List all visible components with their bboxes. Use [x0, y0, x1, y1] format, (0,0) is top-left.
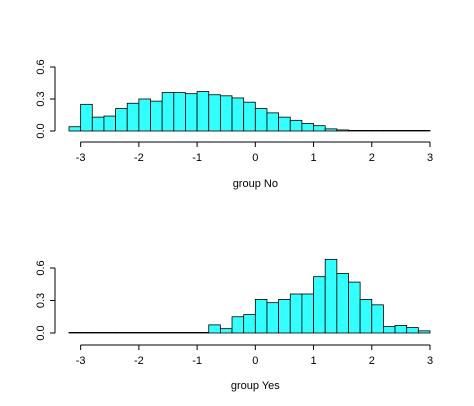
y-tick-label: 0.3: [35, 91, 47, 106]
x-tick-label: -3: [76, 355, 86, 367]
histogram-bar: [80, 331, 93, 334]
histogram-bar: [278, 299, 291, 334]
histogram-bar: [406, 327, 419, 334]
x-tick-label: -1: [192, 355, 202, 367]
histogram-bar: [196, 331, 210, 334]
y-tick-label: 0.3: [35, 293, 47, 308]
histogram-bar: [254, 108, 268, 132]
x-tick-label: -1: [192, 152, 202, 164]
x-axis-title: group No: [233, 178, 278, 190]
histogram-bar: [126, 331, 140, 334]
histogram-bar: [313, 276, 326, 334]
histogram-bar: [219, 328, 233, 334]
x-tick-label: 1: [310, 152, 316, 164]
histogram-bar: [150, 100, 163, 132]
histogram-bar: [80, 103, 93, 132]
histogram-bar: [383, 129, 396, 132]
histogram-bar: [185, 331, 198, 334]
histogram-bar: [406, 129, 419, 132]
x-tick-label: -3: [76, 152, 86, 164]
histogram-bar: [208, 94, 221, 132]
histogram-bar: [301, 293, 314, 334]
x-tick-label: -2: [134, 355, 144, 367]
x-tick-label: 3: [427, 355, 433, 367]
histogram-bar: [266, 302, 280, 334]
x-tick-label: 0: [252, 355, 258, 367]
histogram-bar: [68, 126, 82, 132]
histogram-bar: [417, 129, 431, 132]
histogram-bar: [115, 331, 128, 334]
histogram-bar: [348, 129, 361, 132]
histogram-bar: [278, 116, 291, 132]
histogram-bar: [301, 123, 314, 132]
histogram-bar: [91, 116, 105, 132]
histogram-bar: [126, 102, 140, 132]
histogram-bar: [208, 324, 221, 334]
histogram-bar: [383, 326, 396, 334]
histogram-bar: [173, 331, 186, 334]
histogram-bar: [371, 304, 384, 334]
histogram-bar: [173, 92, 186, 132]
histogram-bar: [324, 258, 338, 334]
y-tick-label: 0.0: [35, 325, 47, 340]
histogram-bar: [313, 125, 326, 132]
histogram-bar: [336, 129, 349, 132]
histogram-bar: [196, 91, 210, 132]
histogram-bar: [103, 115, 116, 132]
histogram-panel-group-no: -3 -2 -1 0 1 2 3 0.0 0.3 0.6 group No: [35, 59, 433, 190]
histogram-bar: [150, 331, 163, 334]
histogram-bar: [289, 119, 303, 132]
histogram-bar: [266, 112, 280, 132]
histogram-bar: [371, 129, 384, 132]
histogram-bar: [219, 95, 233, 132]
histogram-bar: [68, 331, 82, 334]
y-tick-label: 0.0: [35, 123, 47, 138]
histogram-bar: [91, 331, 105, 334]
histogram-bar: [359, 129, 373, 132]
y-tick-label: 0.6: [35, 59, 47, 74]
histogram-bar: [394, 325, 408, 334]
histogram-bar: [185, 93, 198, 132]
histogram-bar: [324, 128, 338, 132]
x-tick-label: 2: [369, 152, 375, 164]
histogram-bar: [115, 108, 128, 132]
histogram-bar: [254, 299, 268, 334]
histogram-bar: [394, 129, 408, 132]
histogram-bar: [289, 293, 303, 334]
histogram-bar: [138, 331, 151, 334]
x-axis-title: group Yes: [231, 380, 280, 392]
histogram-bar: [138, 98, 151, 132]
histogram-bar: [231, 97, 245, 132]
histogram-bar: [336, 273, 349, 334]
histogram-bar: [161, 331, 175, 334]
histogram-bar: [348, 281, 361, 334]
x-tick-label: 0: [252, 152, 258, 164]
histogram-bar: [243, 314, 256, 334]
x-tick-label: 2: [369, 355, 375, 367]
x-tick-label: 3: [427, 152, 433, 164]
histogram-bar: [243, 101, 256, 132]
x-tick-label: -2: [134, 152, 144, 164]
x-tick-label: 1: [310, 355, 316, 367]
histogram-bar: [231, 316, 245, 334]
histogram-bar: [161, 92, 175, 132]
histogram-bar: [103, 331, 116, 334]
histogram-bar: [417, 330, 431, 334]
y-tick-label: 0.6: [35, 260, 47, 275]
histogram-panel-group-yes: -3 -2 -1 0 1 2 3 0.0 0.3 0.6 group Yes: [35, 258, 433, 392]
histogram-bar: [359, 299, 373, 334]
